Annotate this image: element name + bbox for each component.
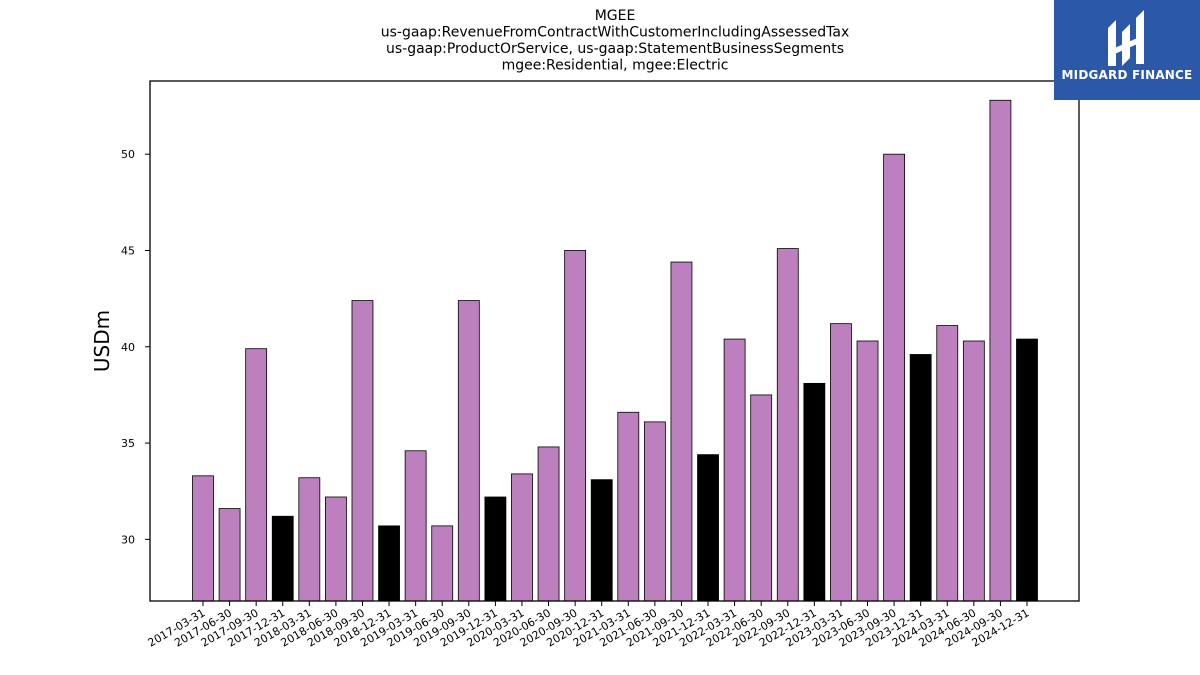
bar xyxy=(431,525,454,602)
bar xyxy=(245,348,268,602)
bar xyxy=(218,508,241,602)
chart-title-line: MGEE xyxy=(595,8,636,24)
y-axis: 30 35 40 45 50 xyxy=(121,148,150,546)
bar xyxy=(511,473,533,602)
bar xyxy=(564,250,587,602)
bar xyxy=(697,454,719,602)
bar xyxy=(723,338,746,602)
bar xyxy=(192,475,214,602)
chart-title-line: mgee:Residential, mgee:Electric xyxy=(502,58,729,74)
bar xyxy=(989,99,1012,602)
bar xyxy=(378,525,400,602)
logo-mark-icon xyxy=(1108,10,1144,66)
x-axis: 2017-03-312017-06-302017-09-302017-12-31… xyxy=(146,601,1032,650)
bar xyxy=(1016,338,1038,602)
chart-title-line: us-gaap:RevenueFromContractWithCustomerI… xyxy=(381,25,850,41)
bar xyxy=(883,153,905,602)
bar xyxy=(404,450,427,602)
y-tick-label: 45 xyxy=(121,244,135,257)
bar xyxy=(324,496,347,602)
bar xyxy=(750,394,773,602)
bar xyxy=(962,340,985,602)
bar xyxy=(351,300,374,602)
y-tick-label: 50 xyxy=(121,148,135,161)
plot-frame xyxy=(149,80,1080,602)
midgard-finance-logo: MIDGARD FINANCE xyxy=(1054,0,1200,100)
chart-title-line: us-gaap:ProductOrService, us-gaap:Statem… xyxy=(386,41,844,57)
bar xyxy=(936,325,959,602)
bar xyxy=(830,323,852,602)
bar xyxy=(856,340,879,602)
bar xyxy=(484,496,507,602)
bar xyxy=(617,411,640,602)
bar xyxy=(537,446,560,602)
bar xyxy=(670,261,693,602)
bar-series xyxy=(192,99,1038,602)
chart-title: MGEEus-gaap:RevenueFromContractWithCusto… xyxy=(381,8,850,74)
y-tick-label: 30 xyxy=(121,533,135,546)
y-tick-label: 40 xyxy=(121,341,135,354)
bar xyxy=(590,479,613,602)
y-axis-label: USDm xyxy=(90,310,114,372)
bar xyxy=(776,248,799,602)
bar xyxy=(457,300,480,602)
bar xyxy=(271,515,294,602)
bar xyxy=(643,421,666,602)
bar xyxy=(909,354,932,602)
logo-text: MIDGARD FINANCE xyxy=(1061,68,1193,82)
bar xyxy=(298,477,321,602)
y-tick-label: 35 xyxy=(121,437,135,450)
bar xyxy=(803,382,826,602)
